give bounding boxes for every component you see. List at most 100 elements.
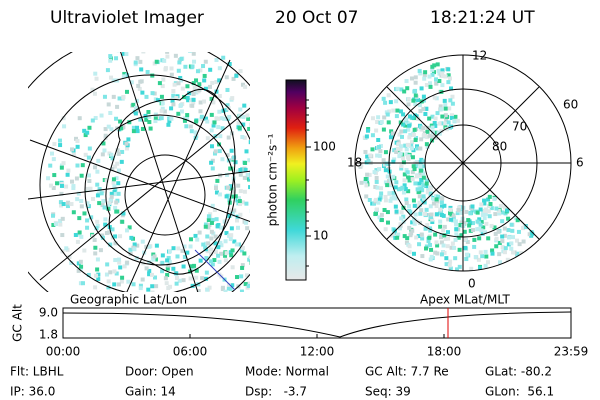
aurora-pixel — [486, 197, 491, 202]
aurora-pixel — [231, 194, 236, 199]
aurora-pixel — [417, 200, 422, 205]
aurora-pixel — [521, 226, 526, 231]
aurora-pixel — [108, 54, 113, 59]
aurora-pixel — [430, 217, 435, 222]
aurora-pixel — [204, 270, 209, 275]
aurora-pixel — [454, 227, 459, 232]
aurora-pixel — [516, 229, 521, 234]
aurora-pixel — [163, 66, 168, 71]
status-field: Dsp: -3.7 — [245, 385, 307, 399]
aurora-pixel — [197, 82, 202, 87]
aurora-pixel — [79, 234, 84, 239]
aurora-pixel — [502, 250, 507, 255]
aurora-pixel — [214, 116, 219, 121]
aurora-pixel — [365, 128, 370, 133]
aurora-pixel — [100, 203, 105, 208]
aurora-pixel — [486, 236, 491, 241]
aurora-pixel — [386, 161, 391, 166]
aurora-pixel — [424, 83, 429, 88]
aurora-pixel — [407, 225, 412, 230]
aurora-pixel — [440, 114, 445, 119]
aurora-pixel — [230, 212, 235, 217]
aurora-pixel — [117, 168, 122, 173]
aurora-pixel — [201, 64, 206, 69]
aurora-pixel — [406, 143, 411, 148]
aurora-pixel — [216, 253, 221, 258]
aurora-pixel — [496, 208, 501, 213]
geographic-map — [28, 43, 261, 312]
aurora-pixel — [85, 225, 90, 230]
aurora-pixel — [237, 202, 242, 207]
apex-map — [358, 62, 535, 271]
aurora-pixel — [490, 248, 495, 253]
aurora-pixel — [238, 189, 243, 194]
aurora-pixel — [399, 216, 404, 221]
aurora-pixel — [249, 131, 250, 136]
aurora-pixel — [237, 199, 242, 204]
aurora-pixel — [225, 153, 230, 158]
aurora-pixel — [427, 74, 432, 79]
aurora-pixel — [166, 43, 170, 47]
aurora-pixel — [420, 236, 425, 241]
aurora-pixel — [448, 211, 453, 216]
aurora-pixel — [394, 209, 399, 214]
colorbar-tick: 100 — [313, 140, 336, 154]
aurora-pixel — [133, 60, 138, 65]
aurora-pixel — [415, 219, 420, 224]
aurora-pixel — [230, 265, 235, 270]
aurora-pixel — [91, 196, 96, 201]
status-field: GC Alt: 7.7 Re — [365, 365, 449, 379]
aurora-pixel — [438, 207, 443, 212]
aurora-pixel — [229, 253, 234, 258]
aurora-pixel — [252, 167, 256, 171]
aurora-pixel — [119, 126, 124, 131]
aurora-pixel — [211, 100, 216, 105]
aurora-pixel — [257, 220, 261, 224]
aurora-pixel — [182, 118, 187, 123]
aurora-pixel — [225, 87, 230, 92]
aurora-pixel — [59, 165, 64, 170]
aurora-pixel — [196, 289, 201, 292]
aurora-pixel — [385, 220, 390, 225]
aurora-pixel — [387, 109, 392, 114]
aurora-pixel — [104, 231, 109, 236]
aurora-pixel — [76, 268, 81, 273]
aurora-pixel — [93, 71, 98, 76]
aurora-pixel — [242, 189, 247, 194]
aurora-pixel — [78, 267, 83, 272]
aurora-pixel — [406, 127, 411, 132]
aurora-pixel — [212, 120, 217, 125]
aurora-pixel — [402, 178, 407, 183]
aurora-pixel — [440, 68, 445, 73]
aurora-pixel — [176, 81, 181, 86]
aurora-pixel — [195, 237, 200, 242]
aurora-pixel — [422, 132, 427, 137]
aurora-pixel — [161, 77, 166, 82]
aurora-pixel — [503, 205, 508, 210]
aurora-pixel — [377, 153, 382, 158]
aurora-pixel — [147, 114, 152, 119]
aurora-pixel — [124, 89, 129, 94]
aurora-pixel — [182, 244, 187, 249]
aurora-pixel — [435, 62, 440, 67]
aurora-pixel — [48, 183, 53, 188]
aurora-pixel — [92, 237, 97, 242]
aurora-pixel — [129, 80, 134, 85]
aurora-pixel — [448, 266, 453, 271]
aurora-pixel — [218, 308, 222, 312]
aurora-pixel — [144, 244, 149, 249]
aurora-pixel — [227, 214, 232, 219]
aurora-pixel — [219, 116, 224, 121]
aurora-pixel — [424, 207, 429, 212]
aurora-pixel — [404, 201, 409, 206]
aurora-pixel — [483, 249, 488, 254]
colorbar-label: photon cm⁻²s⁻¹ — [266, 133, 280, 226]
aurora-pixel — [120, 149, 125, 154]
aurora-pixel — [182, 95, 187, 100]
aurora-pixel — [105, 68, 110, 73]
aurora-pixel — [225, 103, 230, 108]
aurora-pixel — [206, 241, 211, 246]
aurora-pixel — [162, 109, 167, 114]
aurora-pixel — [219, 243, 224, 248]
aurora-pixel — [61, 161, 66, 166]
